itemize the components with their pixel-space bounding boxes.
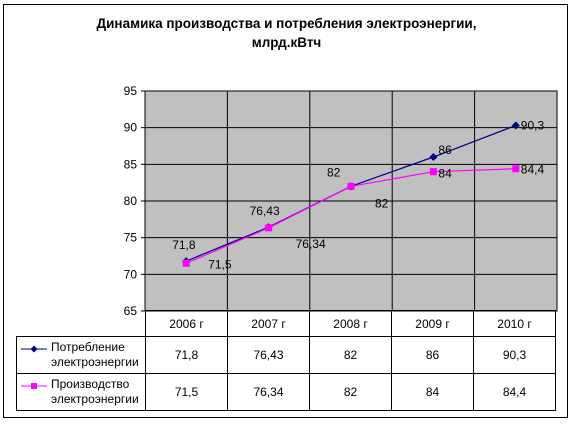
table-cell: 82: [309, 336, 392, 374]
data-label: 90,3: [521, 118, 545, 132]
data-table-row-production: Производство электроэнергии 71,5 76,34 82…: [16, 373, 556, 411]
data-point-diamond: [511, 121, 520, 130]
table-cell: 90,3: [473, 336, 556, 374]
y-tick-label: 90: [124, 121, 138, 135]
legend-entry-consumption: Потребление электроэнергии: [16, 336, 146, 374]
table-cell: 76,43: [227, 336, 310, 374]
data-point-square: [347, 182, 355, 190]
data-point-square: [265, 224, 273, 232]
chart-title-line2: млрд.кВтч: [251, 35, 322, 50]
table-cell: 84,4: [473, 373, 556, 411]
y-tick-label: 70: [124, 267, 138, 281]
legend-label: Потребление электроэнергии: [51, 340, 139, 369]
data-point-square: [512, 165, 520, 173]
legend-entry-production: Производство электроэнергии: [16, 373, 146, 411]
table-cell: 86: [391, 336, 474, 374]
y-tick-label: 80: [124, 194, 138, 208]
category-label: 2007 г: [227, 310, 310, 337]
data-label: 76,34: [296, 237, 326, 251]
data-label: 82: [327, 165, 341, 179]
table-cell: 76,34: [227, 373, 310, 411]
data-label: 82: [375, 196, 389, 210]
table-cell: 84: [391, 373, 474, 411]
data-table: 2006 г 2007 г 2008 г 2009 г 2010 г Потре…: [16, 310, 556, 411]
data-point-diamond: [429, 153, 438, 161]
y-tick-label: 95: [124, 84, 138, 98]
diamond-marker-icon: [21, 345, 47, 353]
data-label: 71,5: [208, 257, 232, 271]
data-table-header-row: 2006 г 2007 г 2008 г 2009 г 2010 г: [16, 310, 556, 337]
category-label: 2008 г: [309, 310, 392, 337]
data-point-square: [429, 168, 437, 176]
legend-label: Производство электроэнергии: [51, 377, 139, 406]
data-label: 84,4: [521, 163, 545, 177]
category-label: 2009 г: [391, 310, 474, 337]
data-table-corner: [16, 310, 146, 337]
data-label: 71,8: [172, 238, 196, 252]
category-label: 2006 г: [145, 310, 228, 337]
table-cell: 71,5: [145, 373, 228, 411]
chart-title: Динамика производства и потребления элек…: [0, 14, 573, 52]
table-cell: 71,8: [145, 336, 228, 374]
category-label: 2010 г: [473, 310, 556, 337]
data-label: 86: [438, 143, 452, 157]
data-label: 84: [438, 167, 452, 181]
data-point-square: [182, 259, 190, 267]
data-label: 76,43: [250, 204, 280, 218]
chart-title-line1: Динамика производства и потребления элек…: [96, 16, 477, 31]
square-marker-icon: [21, 383, 47, 389]
table-cell: 82: [309, 373, 392, 411]
y-tick-label: 75: [124, 231, 138, 245]
y-tick-label: 85: [124, 157, 138, 171]
data-table-row-consumption: Потребление электроэнергии 71,8 76,43 82 …: [16, 336, 556, 374]
